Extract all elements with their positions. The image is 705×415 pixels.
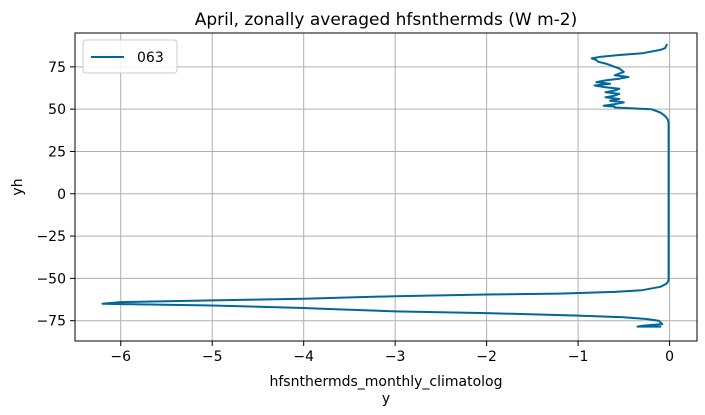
x-tick-label: −6	[110, 349, 131, 365]
x-tick-label: −3	[385, 349, 406, 365]
grid	[75, 33, 697, 341]
y-tick-label: −25	[36, 229, 66, 245]
x-tick-label: −5	[202, 349, 223, 365]
y-tick-label: −50	[36, 271, 66, 287]
y-tick-label: 25	[48, 144, 66, 160]
x-tick-label: 0	[665, 349, 674, 365]
legend-label-063: 063	[137, 50, 164, 66]
x-axis-label-line2: y	[382, 391, 390, 407]
x-tick-label: −4	[293, 349, 314, 365]
series-layer	[101, 43, 670, 328]
y-tick-label: 50	[48, 102, 66, 118]
chart-title: April, zonally averaged hfsnthermds (W m…	[195, 10, 577, 30]
ticks: −6 −5 −4 −3 −2 −1 0 −75 −50 −25 0 25 50 75	[36, 60, 674, 365]
legend-box	[82, 39, 178, 74]
y-tick-label: 75	[48, 60, 66, 76]
x-tick-label: −2	[476, 349, 497, 365]
x-tick-label: −1	[568, 349, 589, 365]
y-tick-label: 0	[57, 187, 66, 203]
y-axis-label: yh	[10, 178, 26, 195]
legend: 063	[82, 39, 178, 74]
series-line-063	[101, 43, 670, 328]
x-axis-label: hfsnthermds_monthly_climatolog	[270, 374, 503, 390]
y-tick-label: −75	[36, 314, 66, 330]
plot-area-frame	[74, 32, 698, 342]
